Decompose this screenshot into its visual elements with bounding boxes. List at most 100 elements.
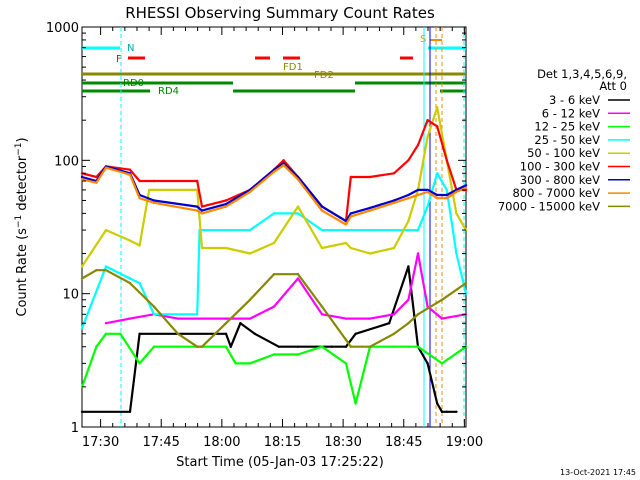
series-point-2: [104, 332, 108, 335]
legend-label: 6 - 12 keV: [542, 106, 600, 120]
series-point-6: [464, 184, 468, 187]
series-point-3: [224, 228, 228, 232]
y-axis-label-exponent: −1: [14, 215, 24, 228]
series-point-6: [445, 193, 448, 197]
series-point-1: [368, 317, 372, 320]
series-point-6: [368, 206, 372, 210]
series-point-0: [128, 410, 132, 413]
series-point-7: [224, 205, 228, 208]
series-point-8: [349, 345, 352, 348]
y-axis-label: Count Rate (s−1 detector−1): [14, 137, 30, 316]
series-point-0: [388, 322, 391, 325]
series-point-4: [272, 241, 276, 245]
series-point-5: [445, 159, 448, 162]
series-point-0: [239, 322, 242, 325]
series-point-7: [455, 190, 458, 194]
series-point-5: [416, 143, 420, 147]
flag-f-label: F: [116, 54, 122, 65]
series-point-8: [80, 277, 84, 280]
series-point-3: [426, 205, 429, 208]
series-point-4: [455, 212, 458, 215]
series-point-1: [440, 317, 444, 320]
series-point-7: [80, 178, 84, 181]
x-tick-label: 18:30: [324, 435, 361, 450]
series-point-4: [80, 265, 84, 268]
legend-label: 3 - 6 keV: [549, 93, 600, 107]
series-point-3: [196, 313, 199, 316]
series-point-2: [344, 362, 348, 365]
series-point-5: [138, 179, 141, 183]
y-axis: 1 10 100 1000: [46, 21, 466, 436]
series-point-6: [224, 202, 228, 206]
series-point-4: [320, 246, 324, 250]
series-point-2: [152, 345, 156, 348]
series-point-8: [152, 305, 156, 308]
series-point-3: [344, 228, 348, 232]
series-point-4: [248, 252, 252, 255]
series-point-6: [392, 199, 396, 202]
series-point-2: [354, 402, 357, 405]
legend-label: 25 - 50 keV: [534, 133, 600, 147]
series-point-8: [176, 332, 180, 335]
series-point-1: [392, 313, 396, 316]
series-point-4: [224, 246, 228, 250]
series-point-4: [436, 106, 439, 109]
series-point-5: [128, 168, 132, 171]
chart-title: RHESSI Observing Summary Count Rates: [125, 4, 435, 22]
legend-label: 800 - 7000 keV: [512, 186, 600, 200]
series-point-5: [282, 159, 285, 162]
series-point-5: [426, 119, 429, 122]
series-point-2: [138, 362, 141, 365]
series-point-0: [138, 332, 141, 335]
series-point-7: [196, 209, 199, 212]
series-point-4: [426, 135, 429, 139]
series-point-3: [392, 228, 396, 232]
y-tick-label: 10: [62, 288, 79, 303]
series-point-0: [445, 410, 448, 413]
series-point-7: [282, 164, 285, 167]
series-point-4: [344, 241, 348, 245]
series-point-0: [455, 410, 458, 413]
series-point-0: [296, 345, 300, 348]
flag-rd0-label: RD0: [123, 78, 144, 89]
series-point-7: [272, 170, 276, 173]
series-point-5: [196, 179, 199, 183]
series-point-7: [128, 173, 132, 176]
series-point-1: [128, 317, 132, 320]
series-point-1: [104, 322, 108, 325]
series-point-0: [80, 410, 84, 413]
series-point-8: [416, 313, 420, 316]
series-point-6: [200, 209, 204, 212]
series-point-7: [200, 212, 204, 215]
series-point-0: [426, 362, 429, 365]
series-point-2: [296, 353, 300, 356]
series-point-3: [80, 327, 84, 330]
series-point-0: [344, 345, 348, 348]
series-point-2: [407, 345, 410, 348]
series-point-1: [407, 298, 410, 301]
series-point-6: [426, 188, 429, 192]
series-point-3: [416, 228, 420, 232]
series-point-2: [320, 345, 324, 348]
y-tick-label: 100: [54, 154, 79, 169]
series-point-3: [128, 277, 132, 280]
series-point-7: [407, 197, 410, 200]
series-point-0: [224, 332, 228, 335]
series-point-6: [407, 193, 410, 197]
series-point-4: [148, 188, 151, 192]
series-point-2: [392, 345, 396, 348]
series-point-8: [368, 345, 372, 348]
x-axis-label: Start Time (05-Jan-03 17:25:22): [176, 455, 384, 470]
series-point-4: [296, 205, 300, 208]
flag-rd4-label: RD4: [158, 86, 179, 97]
series-point-7: [320, 209, 324, 212]
y-axis-label-rest: detector: [15, 155, 30, 215]
legend-label: 12 - 25 keV: [534, 120, 600, 134]
series-point-8: [440, 298, 444, 301]
legend-header-line-2: Att 0: [599, 79, 627, 93]
series-point-3: [455, 252, 458, 255]
x-axis: 17:30 17:45 18:00 18:15 18:30 18:45 19:00: [82, 27, 483, 450]
series-point-7: [296, 178, 300, 181]
series-point-3: [104, 265, 108, 268]
